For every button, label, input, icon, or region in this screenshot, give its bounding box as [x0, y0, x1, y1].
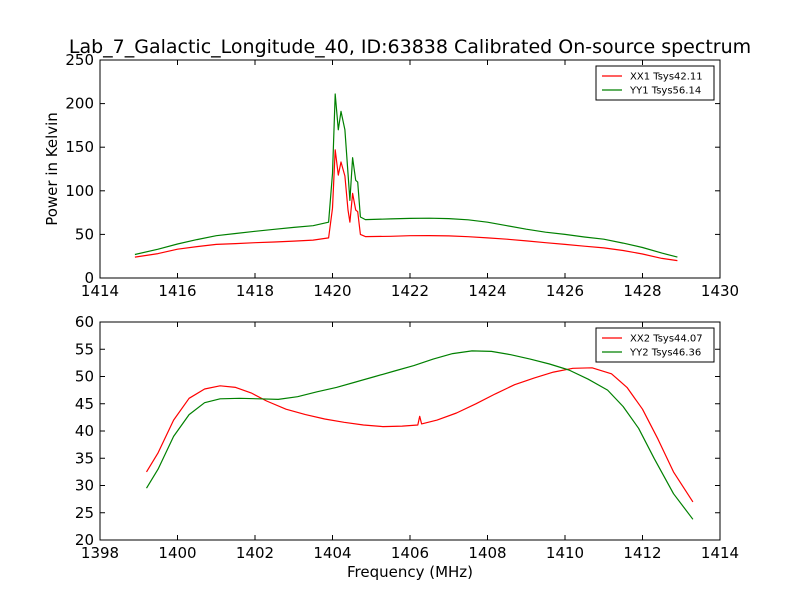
- chart-panel-bottom: Frequency (MHz) 1398 1400 1402 1404 1406 1408…: [75, 313, 739, 581]
- legend-bottom: XX2 Tsys44.07 YY2 Tsys46.36: [595, 327, 715, 363]
- x-tick-label: 1404: [313, 544, 351, 562]
- y-tick-label: 25: [75, 504, 94, 522]
- legend-box: [595, 65, 715, 101]
- series-line-xx: [134, 149, 678, 262]
- y-tick-label: 150: [65, 138, 94, 156]
- series-lines-bottom: [145, 350, 694, 520]
- y-tick-label: 250: [65, 51, 94, 69]
- x-tick-label: 1422: [391, 282, 429, 300]
- x-tick-label: 1398: [81, 544, 119, 562]
- y-tick-label: 100: [65, 182, 94, 200]
- x-tick-label: 1418: [236, 282, 274, 300]
- legend-box: [595, 327, 715, 363]
- x-tick-label: 1424: [468, 282, 506, 300]
- y-tick-label: 20: [75, 531, 94, 549]
- y-tick-label: 0: [84, 269, 94, 287]
- x-tick-label: 1410: [546, 544, 584, 562]
- series-line-yy: [145, 350, 694, 520]
- chart-panel-top: Power in Kelvin 1414 1416 1418 1420 1422 1424…: [43, 51, 739, 300]
- y-tick-label: 30: [75, 477, 94, 495]
- x-tick-label: 1408: [468, 544, 506, 562]
- x-tick-label: 1414: [81, 282, 119, 300]
- series-line-yy: [134, 93, 678, 258]
- y-tick-label: 50: [75, 368, 94, 386]
- x-tick-label: 1428: [623, 282, 661, 300]
- y-tick-label: 55: [75, 340, 94, 358]
- legend-entry: XX2 Tsys44.07: [630, 334, 703, 345]
- series-line-xx: [145, 367, 694, 503]
- legend-top: XX1 Tsys42.11 YY1 Tsys56.14: [595, 65, 715, 101]
- x-tick-label: 1412: [623, 544, 661, 562]
- x-tick-label: 1426: [546, 282, 584, 300]
- y-tick-label: 45: [75, 395, 94, 413]
- figure-title: Lab_7_Galactic_Longitude_40, ID:63838 Ca…: [69, 36, 751, 58]
- ticks-top: 1414 1416 1418 1420 1422 1424 1426 1428 1430 0 50 1…: [65, 51, 739, 300]
- legend-entry: XX1 Tsys42.11: [630, 72, 703, 83]
- y-tick-label: 50: [75, 225, 94, 243]
- x-tick-label: 1414: [701, 544, 739, 562]
- series-lines-top: [134, 93, 678, 262]
- y-tick-label: 35: [75, 449, 94, 467]
- x-tick-label: 1406: [391, 544, 429, 562]
- y-axis-label-top: Power in Kelvin: [43, 112, 61, 226]
- x-tick-label: 1420: [313, 282, 351, 300]
- x-tick-label: 1416: [158, 282, 196, 300]
- y-tick-label: 40: [75, 422, 94, 440]
- legend-entry: YY1 Tsys56.14: [629, 86, 701, 97]
- x-tick-label: 1430: [701, 282, 739, 300]
- y-tick-label: 60: [75, 313, 94, 331]
- x-tick-label: 1400: [158, 544, 196, 562]
- x-tick-label: 1402: [236, 544, 274, 562]
- legend-entry: YY2 Tsys46.36: [629, 348, 701, 359]
- y-tick-label: 200: [65, 95, 94, 113]
- ticks-bottom: 1398 1400 1402 1404 1406 1408 1410 1412 1414 20 25…: [75, 313, 739, 562]
- x-axis-label-bottom: Frequency (MHz): [347, 563, 473, 581]
